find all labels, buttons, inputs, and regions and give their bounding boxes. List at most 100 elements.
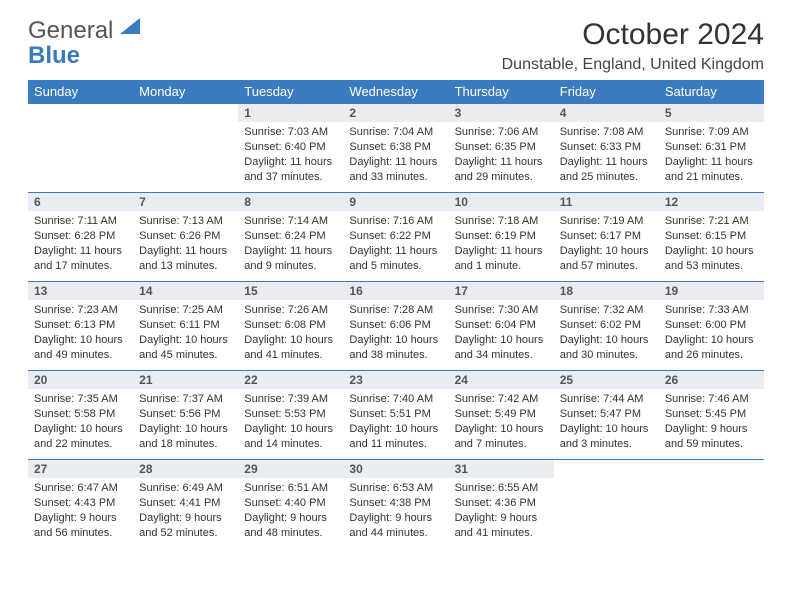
day-number: 23 bbox=[343, 371, 448, 389]
calendar-day-cell: 23Sunrise: 7:40 AMSunset: 5:51 PMDayligh… bbox=[343, 371, 448, 460]
weekday-header: Tuesday bbox=[238, 80, 343, 104]
day-sunrise: Sunrise: 7:11 AM bbox=[34, 214, 127, 229]
day-sunrise: Sunrise: 7:35 AM bbox=[34, 392, 127, 407]
day-sunset: Sunset: 6:35 PM bbox=[455, 140, 548, 155]
day-daylight: Daylight: 9 hours and 44 minutes. bbox=[349, 511, 442, 541]
weekday-header: Saturday bbox=[659, 80, 764, 104]
logo-triangle-icon bbox=[120, 18, 140, 34]
day-sunrise: Sunrise: 7:40 AM bbox=[349, 392, 442, 407]
day-sunset: Sunset: 6:28 PM bbox=[34, 229, 127, 244]
day-daylight: Daylight: 11 hours and 13 minutes. bbox=[139, 244, 232, 274]
calendar-day-cell: 10Sunrise: 7:18 AMSunset: 6:19 PMDayligh… bbox=[449, 193, 554, 282]
calendar-day-cell bbox=[133, 104, 238, 193]
day-daylight: Daylight: 10 hours and 26 minutes. bbox=[665, 333, 758, 363]
calendar-day-cell: 11Sunrise: 7:19 AMSunset: 6:17 PMDayligh… bbox=[554, 193, 659, 282]
day-daylight: Daylight: 10 hours and 14 minutes. bbox=[244, 422, 337, 452]
calendar-week-row: 1Sunrise: 7:03 AMSunset: 6:40 PMDaylight… bbox=[28, 104, 764, 193]
day-number: 13 bbox=[28, 282, 133, 300]
day-sunrise: Sunrise: 6:53 AM bbox=[349, 481, 442, 496]
day-sunset: Sunset: 5:49 PM bbox=[455, 407, 548, 422]
day-number: 31 bbox=[449, 460, 554, 478]
calendar-day-cell: 15Sunrise: 7:26 AMSunset: 6:08 PMDayligh… bbox=[238, 282, 343, 371]
day-sunrise: Sunrise: 7:09 AM bbox=[665, 125, 758, 140]
day-daylight: Daylight: 11 hours and 9 minutes. bbox=[244, 244, 337, 274]
day-daylight: Daylight: 11 hours and 17 minutes. bbox=[34, 244, 127, 274]
day-daylight: Daylight: 10 hours and 53 minutes. bbox=[665, 244, 758, 274]
day-sunrise: Sunrise: 7:30 AM bbox=[455, 303, 548, 318]
day-sunrise: Sunrise: 6:51 AM bbox=[244, 481, 337, 496]
day-sunrise: Sunrise: 6:55 AM bbox=[455, 481, 548, 496]
day-daylight: Daylight: 9 hours and 56 minutes. bbox=[34, 511, 127, 541]
calendar-day-cell: 22Sunrise: 7:39 AMSunset: 5:53 PMDayligh… bbox=[238, 371, 343, 460]
day-number: 5 bbox=[659, 104, 764, 122]
day-number: 30 bbox=[343, 460, 448, 478]
day-sunrise: Sunrise: 7:44 AM bbox=[560, 392, 653, 407]
day-sunset: Sunset: 4:36 PM bbox=[455, 496, 548, 511]
calendar-day-cell: 31 Sunrise: 6:55 AMSunset: 4:36 PMDayligh… bbox=[449, 460, 554, 549]
day-daylight: Daylight: 9 hours and 52 minutes. bbox=[139, 511, 232, 541]
calendar-day-cell: 28Sunrise: 6:49 AMSunset: 4:41 PMDayligh… bbox=[133, 460, 238, 549]
day-number: 22 bbox=[238, 371, 343, 389]
calendar-day-cell: 24Sunrise: 7:42 AMSunset: 5:49 PMDayligh… bbox=[449, 371, 554, 460]
day-sunrise: Sunrise: 7:42 AM bbox=[455, 392, 548, 407]
calendar-day-cell: 27Sunrise: 6:47 AMSunset: 4:43 PMDayligh… bbox=[28, 460, 133, 549]
day-daylight: Daylight: 9 hours and 59 minutes. bbox=[665, 422, 758, 452]
day-number: 20 bbox=[28, 371, 133, 389]
calendar-day-cell: 19Sunrise: 7:33 AMSunset: 6:00 PMDayligh… bbox=[659, 282, 764, 371]
day-number: 27 bbox=[28, 460, 133, 478]
day-number: 15 bbox=[238, 282, 343, 300]
day-sunset: Sunset: 5:51 PM bbox=[349, 407, 442, 422]
day-sunset: Sunset: 6:38 PM bbox=[349, 140, 442, 155]
calendar-day-cell: 12Sunrise: 7:21 AMSunset: 6:15 PMDayligh… bbox=[659, 193, 764, 282]
calendar-day-cell: 21Sunrise: 7:37 AMSunset: 5:56 PMDayligh… bbox=[133, 371, 238, 460]
day-number: 19 bbox=[659, 282, 764, 300]
day-sunrise: Sunrise: 7:06 AM bbox=[455, 125, 548, 140]
calendar-day-cell: 4Sunrise: 7:08 AMSunset: 6:33 PMDaylight… bbox=[554, 104, 659, 193]
day-number: 11 bbox=[554, 193, 659, 211]
calendar-day-cell: 14Sunrise: 7:25 AMSunset: 6:11 PMDayligh… bbox=[133, 282, 238, 371]
day-number: 29 bbox=[238, 460, 343, 478]
day-sunset: Sunset: 6:31 PM bbox=[665, 140, 758, 155]
day-sunset: Sunset: 6:06 PM bbox=[349, 318, 442, 333]
day-sunset: Sunset: 6:02 PM bbox=[560, 318, 653, 333]
day-number: 10 bbox=[449, 193, 554, 211]
day-number: 12 bbox=[659, 193, 764, 211]
day-daylight: Daylight: 9 hours and 41 minutes. bbox=[455, 511, 548, 541]
day-sunset: Sunset: 6:19 PM bbox=[455, 229, 548, 244]
day-number: 24 bbox=[449, 371, 554, 389]
calendar-day-cell: 8Sunrise: 7:14 AMSunset: 6:24 PMDaylight… bbox=[238, 193, 343, 282]
day-sunrise: Sunrise: 7:32 AM bbox=[560, 303, 653, 318]
day-daylight: Daylight: 11 hours and 25 minutes. bbox=[560, 155, 653, 185]
day-sunrise: Sunrise: 7:14 AM bbox=[244, 214, 337, 229]
weekday-header: Friday bbox=[554, 80, 659, 104]
day-daylight: Daylight: 11 hours and 21 minutes. bbox=[665, 155, 758, 185]
calendar-day-cell: 9Sunrise: 7:16 AMSunset: 6:22 PMDaylight… bbox=[343, 193, 448, 282]
day-sunset: Sunset: 6:40 PM bbox=[244, 140, 337, 155]
day-sunset: Sunset: 6:11 PM bbox=[139, 318, 232, 333]
day-number: 9 bbox=[343, 193, 448, 211]
day-sunset: Sunset: 4:38 PM bbox=[349, 496, 442, 511]
day-sunrise: Sunrise: 7:16 AM bbox=[349, 214, 442, 229]
day-sunset: Sunset: 6:04 PM bbox=[455, 318, 548, 333]
calendar-day-cell bbox=[554, 460, 659, 549]
day-number: 26 bbox=[659, 371, 764, 389]
day-sunset: Sunset: 6:17 PM bbox=[560, 229, 653, 244]
day-sunrise: Sunrise: 7:33 AM bbox=[665, 303, 758, 318]
day-daylight: Daylight: 9 hours and 48 minutes. bbox=[244, 511, 337, 541]
day-daylight: Daylight: 11 hours and 29 minutes. bbox=[455, 155, 548, 185]
day-sunrise: Sunrise: 7:37 AM bbox=[139, 392, 232, 407]
day-daylight: Daylight: 10 hours and 22 minutes. bbox=[34, 422, 127, 452]
day-number: 3 bbox=[449, 104, 554, 122]
calendar-day-cell: 18Sunrise: 7:32 AMSunset: 6:02 PMDayligh… bbox=[554, 282, 659, 371]
weekday-header: Wednesday bbox=[343, 80, 448, 104]
day-number: 17 bbox=[449, 282, 554, 300]
day-sunset: Sunset: 4:43 PM bbox=[34, 496, 127, 511]
day-sunset: Sunset: 6:08 PM bbox=[244, 318, 337, 333]
calendar-day-cell: 13Sunrise: 7:23 AMSunset: 6:13 PMDayligh… bbox=[28, 282, 133, 371]
day-sunrise: Sunrise: 7:25 AM bbox=[139, 303, 232, 318]
day-sunrise: Sunrise: 7:23 AM bbox=[34, 303, 127, 318]
day-number: 21 bbox=[133, 371, 238, 389]
day-number: 18 bbox=[554, 282, 659, 300]
day-number: 7 bbox=[133, 193, 238, 211]
day-sunrise: Sunrise: 7:04 AM bbox=[349, 125, 442, 140]
